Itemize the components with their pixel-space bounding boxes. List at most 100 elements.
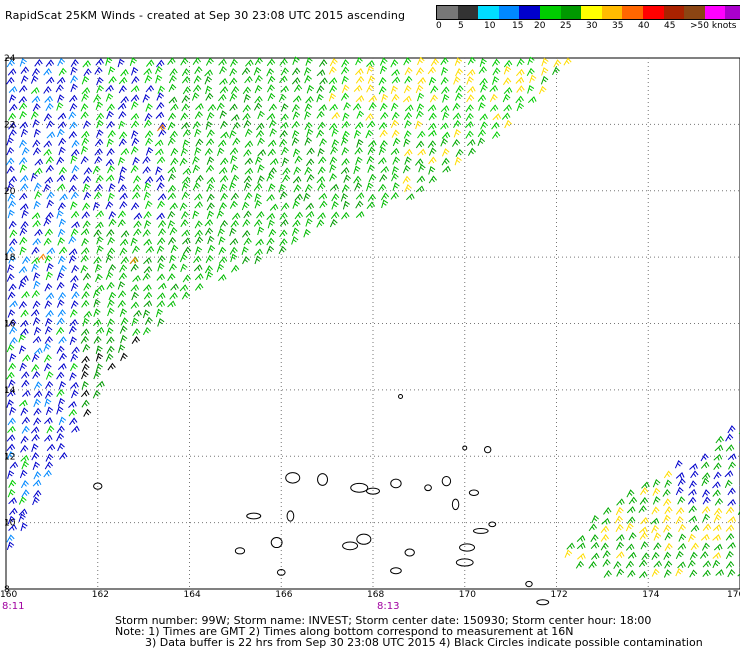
wind-barb (44, 461, 53, 470)
wind-barb (702, 569, 711, 578)
wind-barb (167, 57, 176, 65)
wind-barb (6, 273, 15, 282)
wind-barbs (6, 56, 740, 579)
wind-barb (107, 318, 115, 327)
wind-barb (355, 211, 365, 218)
islands (93, 445, 550, 606)
wind-barb (254, 199, 262, 209)
wind-barb (331, 111, 341, 120)
wind-barb (588, 561, 597, 569)
wind-barb (626, 489, 635, 498)
wind-barb (142, 309, 151, 319)
wind-barb (293, 184, 302, 193)
y-tick-label: 12 (4, 452, 15, 462)
wind-barb (107, 130, 116, 138)
scale-swatch (601, 6, 623, 19)
wind-barb (428, 165, 436, 175)
wind-barb (157, 262, 165, 272)
wind-barb (254, 95, 263, 104)
time-label-left: 8:11 (2, 601, 25, 612)
wind-barb (181, 103, 190, 112)
wind-barb (68, 184, 77, 193)
wind-barb (244, 192, 253, 201)
island (317, 473, 329, 486)
wind-barb (145, 200, 153, 209)
wind-barb (415, 140, 425, 149)
wind-barb (68, 111, 77, 120)
wind-barb (725, 550, 734, 560)
wind-barb (33, 471, 42, 480)
island (455, 558, 474, 567)
wind-barb (58, 146, 66, 156)
wind-barb (107, 307, 115, 317)
wind-barb (330, 146, 338, 155)
wind-barb (44, 300, 53, 309)
wind-barb (353, 129, 362, 139)
wind-barb (603, 507, 612, 515)
wind-barb (131, 66, 139, 76)
wind-barb (19, 164, 28, 173)
wind-barb (142, 156, 151, 164)
wind-barb (279, 75, 288, 84)
wind-barb (6, 165, 15, 174)
wind-barb (130, 94, 140, 102)
wind-barb (106, 148, 115, 156)
wind-barb (267, 92, 276, 102)
wind-barb (303, 228, 311, 238)
wind-barb (131, 336, 140, 344)
wind-barb (279, 121, 289, 129)
wind-barb (31, 212, 41, 220)
footer-storm-info: Storm number: 99W; Storm name: INVEST; S… (115, 614, 652, 627)
wind-barb (20, 275, 29, 283)
wind-barb (179, 157, 188, 166)
wind-barb (167, 300, 176, 308)
wind-barb (220, 120, 228, 129)
wind-barb (70, 275, 79, 283)
wind-barb (69, 94, 78, 103)
wind-barb (379, 102, 388, 112)
wind-barb (702, 513, 711, 523)
wind-barb (7, 450, 15, 460)
wind-barb (279, 130, 288, 138)
wind-barb (18, 102, 28, 111)
wind-barb (6, 182, 15, 192)
wind-barb (479, 58, 487, 67)
wind-barb (245, 59, 254, 67)
y-tick-label: 24 (4, 54, 16, 64)
wind-barb (216, 210, 225, 219)
wind-barb (725, 524, 735, 532)
wind-barb (156, 59, 165, 68)
wind-barb (254, 57, 263, 66)
wind-barb (294, 155, 303, 164)
wind-barb (118, 120, 126, 130)
wind-barb (70, 300, 79, 309)
wind-barb (627, 551, 637, 559)
scale-swatch (478, 6, 499, 19)
wind-barb (44, 335, 53, 344)
wind-barb (30, 86, 40, 94)
wind-barb (20, 407, 29, 416)
wind-barb (142, 229, 151, 237)
wind-barb (205, 57, 214, 66)
wind-barb (725, 433, 734, 442)
wind-barb (45, 156, 54, 164)
wind-barb (365, 129, 374, 139)
wind-barb (8, 255, 17, 264)
wind-barb (441, 131, 451, 139)
wind-barb (602, 558, 611, 567)
wind-barb (466, 138, 476, 147)
wind-barb (6, 59, 15, 68)
wind-barb (242, 218, 251, 227)
wind-barb (45, 317, 53, 327)
wind-barb (44, 228, 53, 237)
wind-barb (515, 95, 524, 104)
wind-barb (232, 121, 241, 130)
wind-barb (257, 149, 267, 157)
wind-barb (9, 353, 17, 362)
wind-barb (120, 230, 130, 238)
wind-barb (83, 191, 92, 201)
wind-barb (206, 129, 215, 138)
wind-barb (45, 406, 54, 416)
wind-barb (699, 551, 709, 559)
wind-barb (181, 68, 190, 77)
